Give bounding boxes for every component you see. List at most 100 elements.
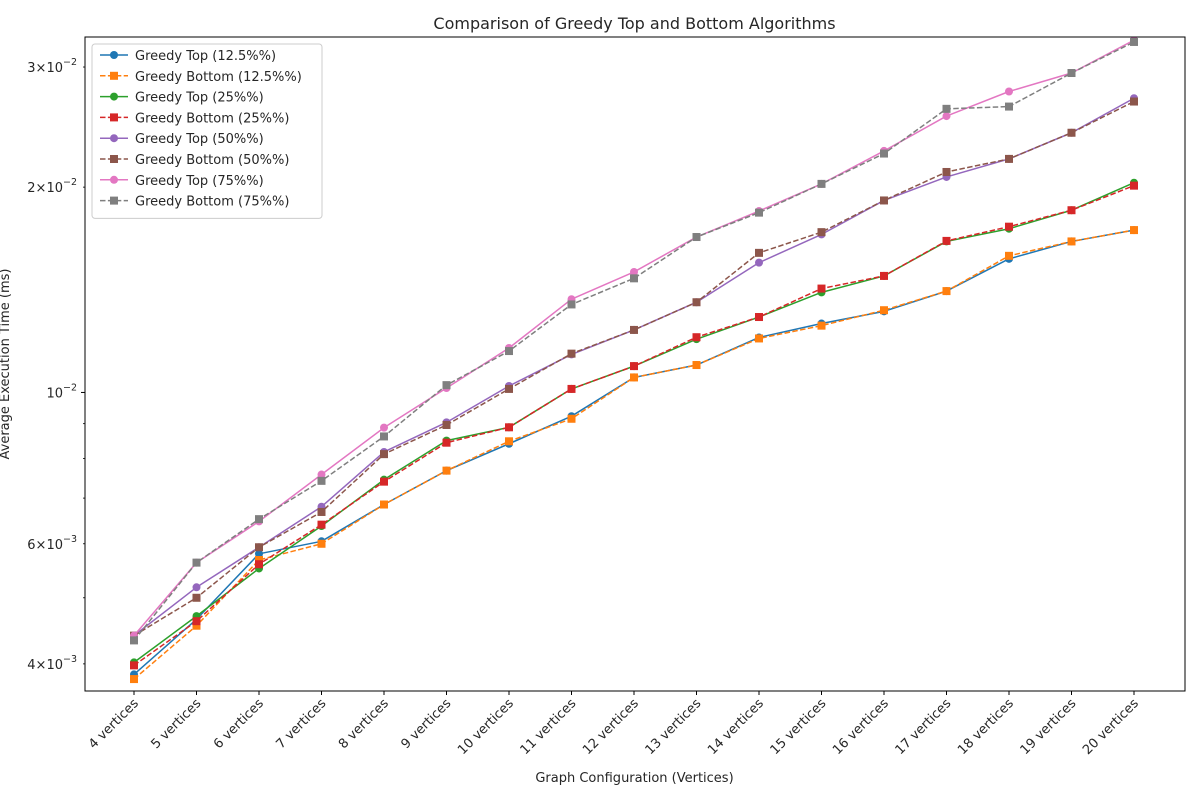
legend-label: Greedy Bottom (12.5%%) (135, 70, 302, 85)
legend-marker (110, 196, 118, 205)
legend-entry: Greedy Top (12.5%%) (100, 49, 276, 64)
data-point (505, 423, 513, 432)
data-point (1130, 226, 1138, 235)
data-point (255, 543, 263, 552)
y-tick-base: 10 (46, 61, 63, 76)
data-point (630, 362, 638, 371)
data-point (942, 236, 951, 245)
data-point (317, 476, 326, 485)
y-tick-times: × (36, 658, 47, 673)
data-point (192, 583, 201, 592)
data-point (1130, 181, 1138, 190)
data-point (692, 233, 701, 242)
data-point (567, 300, 576, 309)
y-tick-times: × (36, 181, 47, 196)
legend-marker (110, 71, 118, 80)
plot-frame (84, 36, 1186, 692)
legend-entry: Greedy Bottom (25%%) (100, 111, 289, 126)
data-point (317, 507, 326, 516)
series-line (133, 41, 1135, 641)
legend-entry: Greedy Bottom (75%%) (100, 195, 289, 210)
legend-label: Greedy Top (75%%) (135, 174, 264, 189)
data-point (1130, 37, 1138, 46)
data-point (380, 432, 388, 441)
series-layer (130, 37, 1138, 684)
y-tick-mantissa: 6 (27, 538, 35, 553)
legend-label: Greedy Top (12.5%%) (135, 49, 276, 64)
data-point (442, 420, 451, 429)
data-point (1067, 69, 1076, 78)
data-point (755, 334, 763, 343)
legend-marker (110, 175, 118, 184)
series-5 (130, 97, 1138, 640)
data-point (130, 661, 138, 670)
data-point (1067, 237, 1076, 246)
data-point (442, 438, 451, 447)
data-point (505, 384, 513, 393)
y-tick-exponent: −2 (63, 177, 77, 188)
data-point (1005, 154, 1013, 163)
y-tick-mantissa: 3 (27, 61, 35, 76)
data-point (505, 347, 513, 356)
data-point (317, 520, 326, 529)
data-point (817, 228, 826, 237)
y-tick-exponent: −2 (63, 382, 77, 393)
y-axis-title: Average Execution Time (ms) (0, 269, 13, 460)
data-point (1005, 222, 1013, 231)
data-point (317, 470, 326, 479)
data-point (192, 593, 201, 602)
data-point (692, 298, 701, 307)
legend-entry: Greedy Bottom (12.5%%) (100, 70, 302, 85)
legend-marker (110, 113, 118, 122)
y-tick-mantissa: 4 (27, 658, 35, 673)
data-point (1005, 87, 1013, 96)
series-3 (130, 181, 1138, 670)
data-point (192, 558, 201, 567)
y-tick-base: 10 (46, 658, 63, 673)
data-point (817, 321, 826, 330)
y-tick-times: × (36, 538, 47, 553)
data-point (192, 617, 201, 626)
legend-entry: Greedy Top (50%%) (100, 132, 264, 147)
data-point (880, 271, 888, 280)
data-point (567, 384, 576, 393)
data-point (567, 349, 576, 358)
legend-label: Greedy Bottom (50%%) (135, 153, 289, 168)
series-line (133, 100, 1135, 637)
y-tick-exponent: −2 (63, 57, 77, 68)
y-axis: 4×10−36×10−310−22×10−23×10−2 (27, 57, 85, 673)
data-point (942, 104, 951, 113)
legend-marker (110, 134, 118, 143)
y-tick-label: 4×10−3 (27, 654, 77, 673)
y-tick-label: 3×10−2 (27, 57, 77, 76)
data-point (1005, 251, 1013, 260)
data-point (630, 267, 638, 276)
data-point (380, 450, 388, 459)
legend-box (91, 43, 323, 219)
x-axis-title: Graph Configuration (Vertices) (535, 771, 733, 786)
legend-label: Greedy Bottom (75%%) (135, 195, 289, 210)
data-point (692, 333, 701, 342)
legend-label: Greedy Top (25%%) (135, 91, 264, 106)
legend-marker (110, 155, 118, 163)
data-point (317, 539, 326, 548)
data-point (192, 621, 201, 630)
legend-entry: Greedy Top (25%%) (100, 91, 264, 106)
y-tick-exponent: −3 (63, 654, 77, 665)
data-point (255, 560, 263, 569)
data-point (630, 373, 638, 382)
legend-entry: Greedy Top (75%%) (100, 174, 264, 189)
data-point (505, 437, 513, 446)
y-tick-times: × (36, 61, 47, 76)
data-point (755, 248, 763, 257)
data-point (755, 208, 763, 217)
data-point (942, 287, 951, 296)
legend-label: Greedy Top (50%%) (135, 132, 264, 147)
data-point (255, 549, 263, 558)
data-point (380, 477, 388, 486)
data-point (130, 636, 138, 645)
data-point (817, 284, 826, 293)
data-point (1005, 102, 1013, 111)
legend-entry: Greedy Bottom (50%%) (100, 153, 289, 168)
